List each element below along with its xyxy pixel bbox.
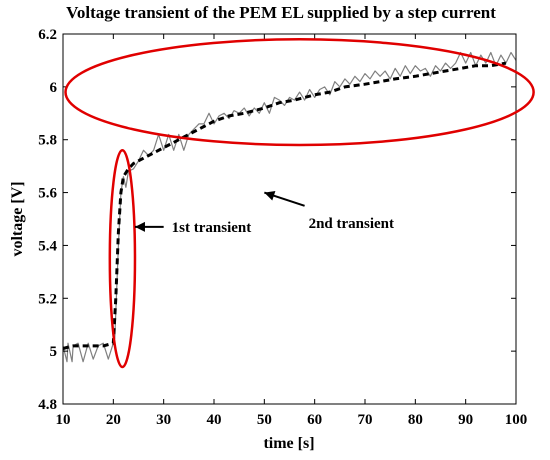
annotation-arrow-head bbox=[134, 221, 145, 232]
x-tick-label: 40 bbox=[207, 412, 222, 428]
annotation-layer: 1st transient 2nd transient bbox=[64, 38, 535, 369]
y-tick-label: 6 bbox=[50, 80, 58, 96]
x-tick-label: 60 bbox=[307, 412, 322, 428]
ticks-layer: 10 20 30 40 50 60 70 80 90 100 4.8 5 5.2 5.4 5.6 5.8 6 6.… bbox=[38, 27, 527, 428]
chart-title: Voltage transient of the PEM EL supplied… bbox=[66, 3, 496, 22]
x-tick-label: 70 bbox=[358, 412, 373, 428]
annotation-arrow-head bbox=[264, 190, 276, 201]
y-tick-label: 4.8 bbox=[38, 397, 57, 413]
y-axis-label: voltage [V] bbox=[9, 181, 26, 256]
series-averaged-voltage bbox=[62, 61, 507, 350]
x-tick-label: 90 bbox=[458, 412, 473, 428]
annotation-first-transient: 1st transient bbox=[172, 220, 252, 236]
x-tick-label: 30 bbox=[156, 412, 171, 428]
x-axis-label: time [s] bbox=[263, 435, 314, 452]
y-tick-label: 5.4 bbox=[38, 238, 57, 254]
x-tick-label: 100 bbox=[505, 412, 528, 428]
annotation-second-transient: 2nd transient bbox=[309, 216, 394, 232]
plot-layer bbox=[62, 51, 517, 363]
x-tick-label: 50 bbox=[257, 412, 272, 428]
ellipse-first-transient bbox=[108, 149, 137, 369]
plot-area bbox=[63, 34, 516, 404]
y-tick-label: 5 bbox=[50, 344, 58, 360]
x-tick-label: 20 bbox=[106, 412, 121, 428]
x-tick-label: 80 bbox=[408, 412, 423, 428]
y-tick-label: 5.8 bbox=[38, 133, 57, 149]
plot-frame bbox=[62, 33, 517, 405]
y-tick-label: 5.6 bbox=[38, 186, 57, 202]
x-tick-label: 10 bbox=[56, 412, 71, 428]
y-tick-label: 6.2 bbox=[38, 27, 57, 43]
ellipse-second-transient bbox=[64, 38, 535, 147]
y-tick-label: 5.2 bbox=[38, 291, 57, 307]
